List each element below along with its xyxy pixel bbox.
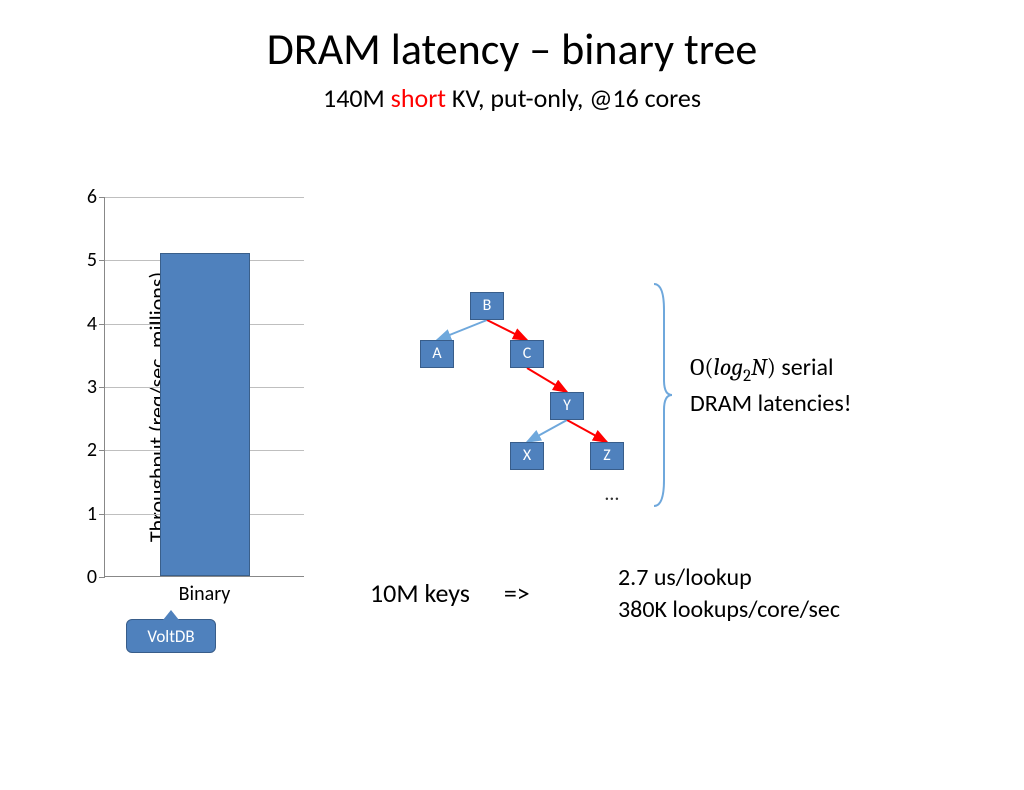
ytick-label: 4 bbox=[87, 312, 105, 336]
bigO-log: log bbox=[714, 353, 744, 381]
formula-tail1: serial bbox=[776, 353, 834, 382]
tree-edge bbox=[527, 420, 567, 442]
ytick-label: 1 bbox=[87, 502, 105, 526]
tree-node-y: Y bbox=[550, 392, 584, 420]
result-line1: 2.7 us/lookup bbox=[618, 563, 752, 592]
tree-edge bbox=[567, 420, 607, 442]
bigO-base: 2 bbox=[743, 367, 751, 386]
ytick-label: 0 bbox=[87, 565, 105, 589]
keys-row: 10M keys => bbox=[370, 577, 530, 609]
tree-edge bbox=[487, 320, 527, 340]
keys-count: 10M keys bbox=[370, 577, 470, 609]
slide-subtitle: 140M short KV, put-only, @16 cores bbox=[0, 82, 1024, 114]
complexity-text: O(log2N) serial DRAM latencies! bbox=[690, 352, 852, 419]
implies-arrow: => bbox=[504, 577, 530, 609]
tree-ellipsis: … bbox=[605, 482, 619, 506]
tree-edge bbox=[437, 320, 487, 340]
tree-node-z: Z bbox=[590, 442, 624, 470]
ytick-label: 2 bbox=[87, 438, 105, 462]
result-line2: 380K lookups/core/sec bbox=[618, 595, 840, 624]
bigO-N: N bbox=[751, 353, 767, 381]
ytick-label: 5 bbox=[87, 248, 105, 272]
binary-tree-diagram: BA CYX Z bbox=[400, 292, 640, 512]
subtitle-accent: short bbox=[391, 82, 446, 114]
ytick-label: 6 bbox=[87, 185, 105, 209]
bar bbox=[160, 253, 250, 576]
slide-title: DRAM latency – binary tree bbox=[0, 22, 1024, 76]
ytick-label: 3 bbox=[87, 375, 105, 399]
tree-edge bbox=[527, 368, 567, 392]
subtitle-prefix: 140M bbox=[323, 82, 391, 114]
chart-xlabel: Binary bbox=[105, 576, 304, 606]
chart-plot-area: Binary 0123456 bbox=[104, 197, 304, 577]
grid-line bbox=[105, 197, 304, 198]
bigO-close: ) bbox=[767, 353, 776, 381]
bigO-open: O( bbox=[690, 353, 714, 381]
result-text: 2.7 us/lookup 380K lookups/core/sec bbox=[618, 562, 840, 627]
tree-node-b: B bbox=[470, 292, 504, 320]
subtitle-suffix: KV, put-only, @16 cores bbox=[446, 82, 701, 114]
tree-node-x: X bbox=[510, 442, 544, 470]
voltdb-callout: VoltDB bbox=[126, 619, 216, 653]
tree-node-a: A bbox=[420, 340, 454, 368]
tree-edges bbox=[400, 292, 640, 512]
formula-tail2: DRAM latencies! bbox=[690, 389, 852, 418]
brace-icon bbox=[650, 280, 672, 510]
tree-node-c: C bbox=[510, 340, 544, 368]
throughput-chart: Throughput (req/sec, millions) Binary 01… bbox=[32, 187, 312, 627]
